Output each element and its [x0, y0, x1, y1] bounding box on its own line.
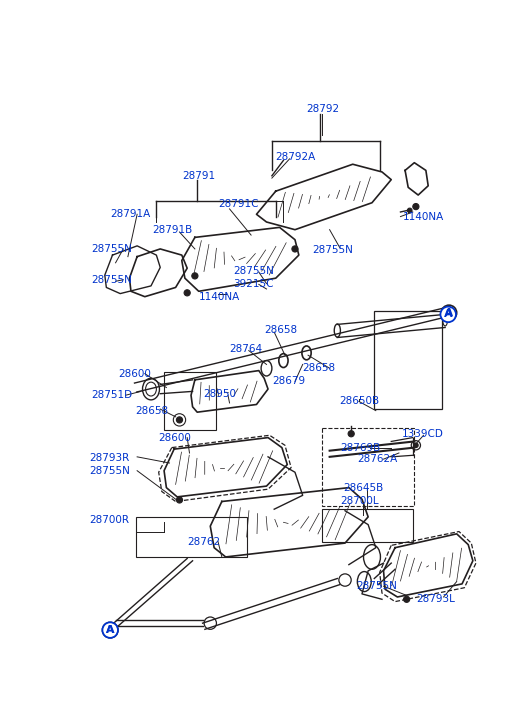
Text: 28755N: 28755N: [313, 246, 354, 255]
Text: 28700L: 28700L: [340, 497, 379, 507]
Text: 28762: 28762: [187, 537, 220, 547]
Text: 39215C: 39215C: [234, 278, 274, 289]
Circle shape: [177, 497, 182, 503]
Circle shape: [192, 273, 198, 279]
Text: 28791B: 28791B: [153, 225, 193, 235]
Text: 28658: 28658: [136, 406, 169, 416]
Text: 28658: 28658: [264, 325, 297, 335]
Text: 1140NA: 1140NA: [199, 292, 240, 302]
Text: 28679: 28679: [272, 377, 305, 386]
Circle shape: [184, 290, 190, 296]
Circle shape: [408, 208, 412, 213]
Bar: [136, 517, 247, 557]
Bar: [375, 310, 442, 409]
Text: 28650B: 28650B: [339, 396, 379, 406]
Text: 28755N: 28755N: [89, 466, 130, 475]
Text: 28792A: 28792A: [276, 151, 316, 161]
Text: 28751D: 28751D: [91, 390, 132, 401]
Circle shape: [413, 443, 418, 448]
Text: 28755N: 28755N: [91, 244, 132, 254]
Text: 28755N: 28755N: [91, 275, 132, 285]
Circle shape: [404, 596, 410, 603]
Text: 28600: 28600: [118, 369, 151, 379]
Circle shape: [177, 417, 182, 423]
Text: 28793R: 28793R: [89, 454, 130, 463]
Bar: [322, 427, 414, 506]
Text: 28950: 28950: [203, 389, 236, 398]
Text: 28600: 28600: [159, 433, 192, 443]
Text: 28791: 28791: [182, 171, 215, 181]
Text: 1140NA: 1140NA: [403, 212, 444, 222]
Text: 28755N: 28755N: [234, 265, 275, 276]
Text: A: A: [106, 625, 114, 635]
Text: A: A: [106, 625, 114, 635]
Circle shape: [292, 246, 298, 252]
Bar: [322, 509, 413, 542]
Text: 28658: 28658: [303, 364, 336, 373]
Text: 28700R: 28700R: [89, 515, 129, 525]
Text: 1339CD: 1339CD: [402, 429, 444, 438]
Circle shape: [413, 204, 419, 209]
Text: A: A: [444, 310, 453, 319]
Text: 28645B: 28645B: [344, 483, 384, 493]
Text: A: A: [445, 308, 453, 318]
Text: 28793L: 28793L: [417, 594, 455, 604]
Text: 28791C: 28791C: [218, 199, 259, 209]
Bar: [164, 372, 217, 430]
Text: 28769B: 28769B: [340, 443, 381, 453]
Text: 28791A: 28791A: [110, 209, 151, 220]
Circle shape: [348, 430, 354, 437]
Text: 28762A: 28762A: [358, 454, 397, 464]
Text: 28792: 28792: [306, 104, 339, 114]
Text: 28764: 28764: [229, 344, 263, 354]
Text: 28755N: 28755N: [356, 581, 397, 591]
